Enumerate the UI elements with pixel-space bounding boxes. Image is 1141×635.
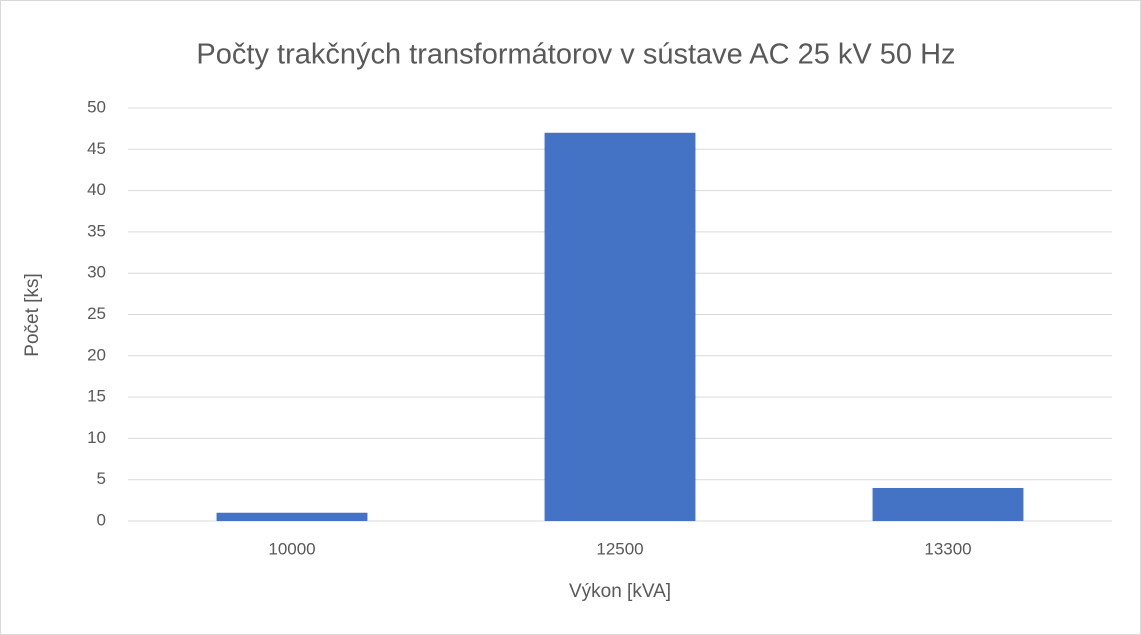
y-axis-label: Počet [ks] (22, 273, 43, 356)
y-tick-label: 35 (87, 221, 106, 240)
y-tick-label: 25 (87, 304, 106, 323)
bar (544, 132, 696, 521)
x-tick-label: 13300 (924, 539, 971, 558)
y-tick-label: 15 (87, 387, 106, 406)
y-tick-label: 30 (87, 263, 106, 282)
y-tick-label: 5 (97, 469, 106, 488)
x-tick-label: 12500 (596, 539, 643, 558)
y-tick-label: 40 (87, 180, 106, 199)
y-tick-label: 20 (87, 345, 106, 364)
chart-title: Počty trakčných transformátorov v sústav… (196, 39, 955, 71)
x-tick-label: 10000 (268, 539, 315, 558)
bar (872, 487, 1024, 521)
x-axis-label: Výkon [kVA] (569, 581, 671, 602)
y-tick-label: 0 (97, 510, 106, 529)
bar (216, 512, 368, 521)
y-tick-label: 50 (87, 97, 106, 116)
y-tick-label: 10 (87, 428, 106, 447)
y-tick-label: 45 (87, 139, 106, 158)
